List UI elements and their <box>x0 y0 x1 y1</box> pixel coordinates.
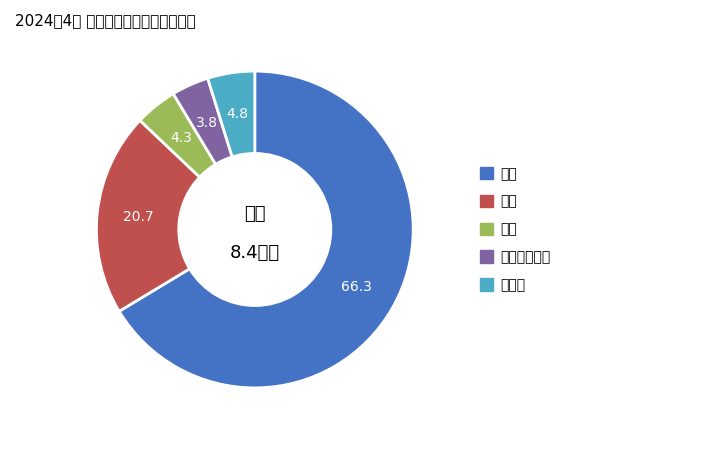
Text: 4.8: 4.8 <box>226 107 248 121</box>
Text: 66.3: 66.3 <box>341 280 372 294</box>
Text: 3.8: 3.8 <box>196 116 218 130</box>
Text: 8.4億円: 8.4億円 <box>230 244 280 262</box>
Text: 総額: 総額 <box>244 205 266 223</box>
Text: 4.3: 4.3 <box>170 131 192 145</box>
Wedge shape <box>119 71 414 388</box>
Wedge shape <box>140 94 215 177</box>
Text: 20.7: 20.7 <box>123 210 154 224</box>
Legend: 中国, タイ, 韓国, オーストリア, その他: 中国, タイ, 韓国, オーストリア, その他 <box>480 166 550 292</box>
Wedge shape <box>173 78 232 164</box>
Wedge shape <box>96 121 199 311</box>
Text: 2024年4月 輸入相手国のシェア（％）: 2024年4月 輸入相手国のシェア（％） <box>15 14 195 28</box>
Wedge shape <box>207 71 255 157</box>
